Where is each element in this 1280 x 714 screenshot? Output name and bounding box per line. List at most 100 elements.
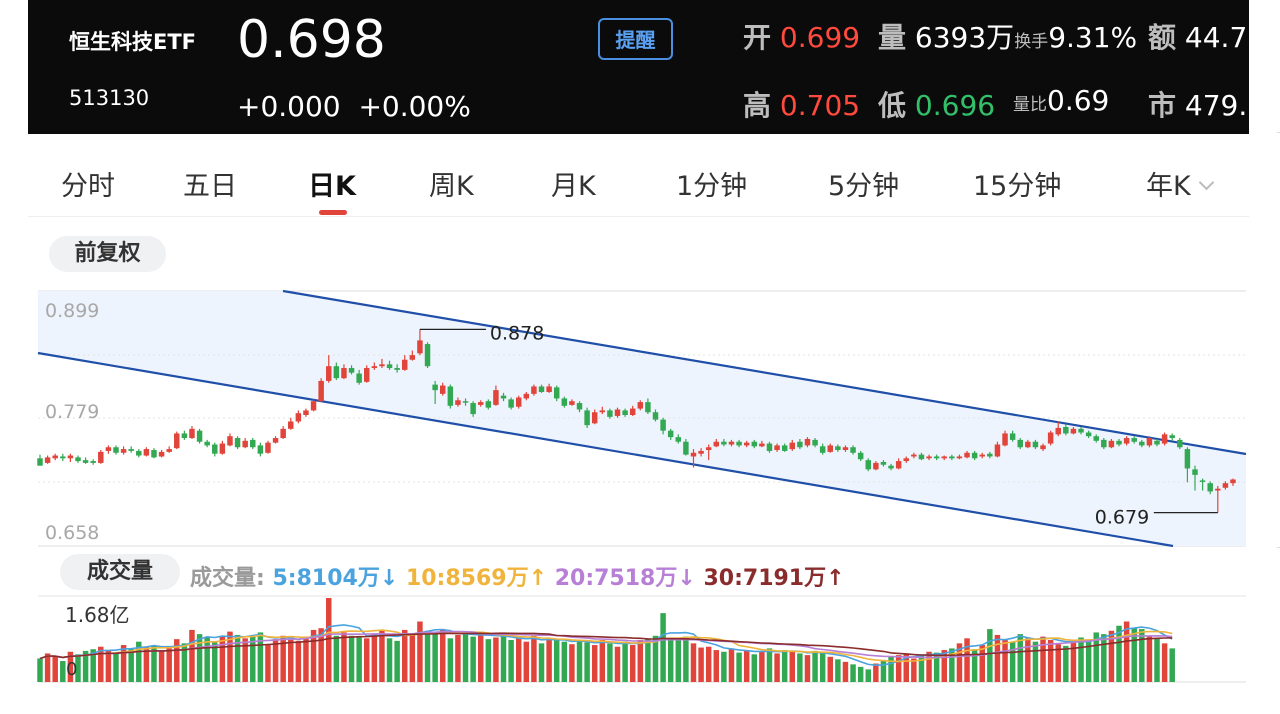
candle: [987, 453, 993, 457]
ratio-label: 量比: [1013, 95, 1047, 115]
volume-bar: [561, 641, 568, 682]
candle: [417, 340, 423, 354]
candle: [736, 441, 742, 446]
candle: [310, 401, 317, 411]
tab-weekly-k[interactable]: 周K: [429, 171, 474, 202]
candle: [698, 450, 704, 454]
candle: [743, 442, 750, 446]
volume-bar: [797, 653, 803, 682]
candle: [82, 460, 89, 463]
candle: [964, 452, 970, 458]
channel-lower-line: [37, 351, 1174, 548]
volume-max-label: 1.68亿: [65, 603, 130, 627]
candle: [660, 419, 666, 431]
volume-bar: [994, 634, 1001, 682]
candle: [1154, 440, 1160, 445]
candle: [971, 452, 978, 459]
candle: [546, 386, 552, 392]
candle: [1070, 428, 1077, 434]
app-window: 恒生科技ETF 513130 0.698 +0.000 +0.00% 提醒 开 …: [28, 0, 1249, 714]
volume-indicator-button[interactable]: 成交量: [60, 554, 180, 590]
volume-bar: [67, 651, 74, 682]
candle: [751, 441, 758, 447]
volume-bar: [645, 638, 651, 682]
volume-bar: [835, 659, 841, 682]
volume-bar: [128, 648, 134, 682]
volume-bar: [553, 640, 560, 682]
candle: [44, 457, 51, 463]
volume-bar: [675, 640, 682, 682]
candle: [1002, 433, 1008, 446]
candle: [652, 412, 659, 420]
tab-monthly-k[interactable]: 月K: [551, 171, 596, 202]
tab-five-day[interactable]: 五日: [183, 171, 237, 202]
mktcap-stat: 市 479.3: [1148, 84, 1249, 124]
candle: [994, 444, 1001, 457]
tab-15-minute[interactable]: 15分钟: [973, 164, 1061, 203]
adjust-toggle[interactable]: 前复权: [49, 236, 166, 272]
volume-bar: [1002, 640, 1008, 682]
candle: [257, 445, 264, 454]
volume-bar: [493, 637, 499, 682]
volume-bar: [1063, 645, 1069, 682]
stock-name: 恒生科技ETF: [69, 30, 197, 54]
high-label: 高: [743, 89, 772, 122]
volume-bar: [979, 645, 985, 682]
axis-label-mid: 0.779: [45, 401, 99, 423]
candle: [105, 447, 112, 451]
candle: [531, 386, 537, 394]
volume-bar: [219, 636, 226, 682]
volume-bar: [1009, 641, 1016, 682]
alert-button[interactable]: 提醒: [598, 18, 673, 60]
volume-bar: [584, 642, 590, 682]
volume-bar: [181, 643, 188, 682]
volume-bar: [591, 645, 598, 682]
open-stat: 开 0.699: [743, 16, 860, 56]
candle: [553, 387, 560, 399]
candle: [120, 449, 127, 453]
volume-bar: [569, 644, 575, 682]
ma5-arrow-icon: ↓: [379, 566, 399, 591]
low-stat: 低 0.696: [878, 84, 995, 124]
volume-bar: [379, 630, 385, 682]
candle: [493, 390, 499, 405]
tab-daily-k[interactable]: 日K: [308, 171, 356, 202]
candle: [75, 457, 81, 462]
candle: [288, 421, 294, 429]
candle: [212, 444, 218, 454]
candle: [819, 446, 826, 453]
candle: [766, 443, 773, 451]
price-change: +0.000 +0.00%: [237, 90, 471, 123]
candle: [979, 454, 985, 457]
candle: [113, 447, 119, 453]
volume-bar: [257, 632, 264, 682]
tab-yearly-k-label: 年K: [1146, 171, 1191, 202]
candle: [318, 380, 324, 402]
candle: [204, 441, 210, 446]
tab-yearly-k[interactable]: 年K: [1146, 164, 1214, 203]
volume-bar: [113, 652, 119, 682]
candle: [1093, 436, 1099, 441]
candle: [1161, 434, 1168, 444]
candle: [759, 443, 765, 447]
candle: [394, 368, 400, 370]
volume-bar: [470, 636, 476, 682]
tab-5-minute[interactable]: 5分钟: [828, 171, 900, 202]
kline-chart[interactable]: 0.899 0.779 0.658 0.878 0.679 1.68亿 0: [28, 0, 1249, 714]
ma5-volume-value: 5:8104万: [272, 566, 380, 591]
volume-bar: [250, 635, 256, 682]
tab-intraday[interactable]: 分时: [61, 171, 115, 202]
volume-bar: [318, 628, 324, 682]
candle: [1108, 440, 1115, 448]
volume-bar: [288, 637, 294, 682]
candle: [432, 384, 438, 391]
volume-bar: [402, 629, 408, 682]
volume-bar: [1032, 641, 1039, 682]
volume-bar: [713, 650, 720, 682]
candle: [637, 402, 644, 409]
tab-1-minute[interactable]: 1分钟: [676, 171, 748, 202]
volume-bar: [964, 638, 970, 682]
candle: [37, 458, 43, 466]
ma10-volume-value: 10:8569万: [405, 566, 529, 591]
volume-bar: [1025, 638, 1031, 682]
